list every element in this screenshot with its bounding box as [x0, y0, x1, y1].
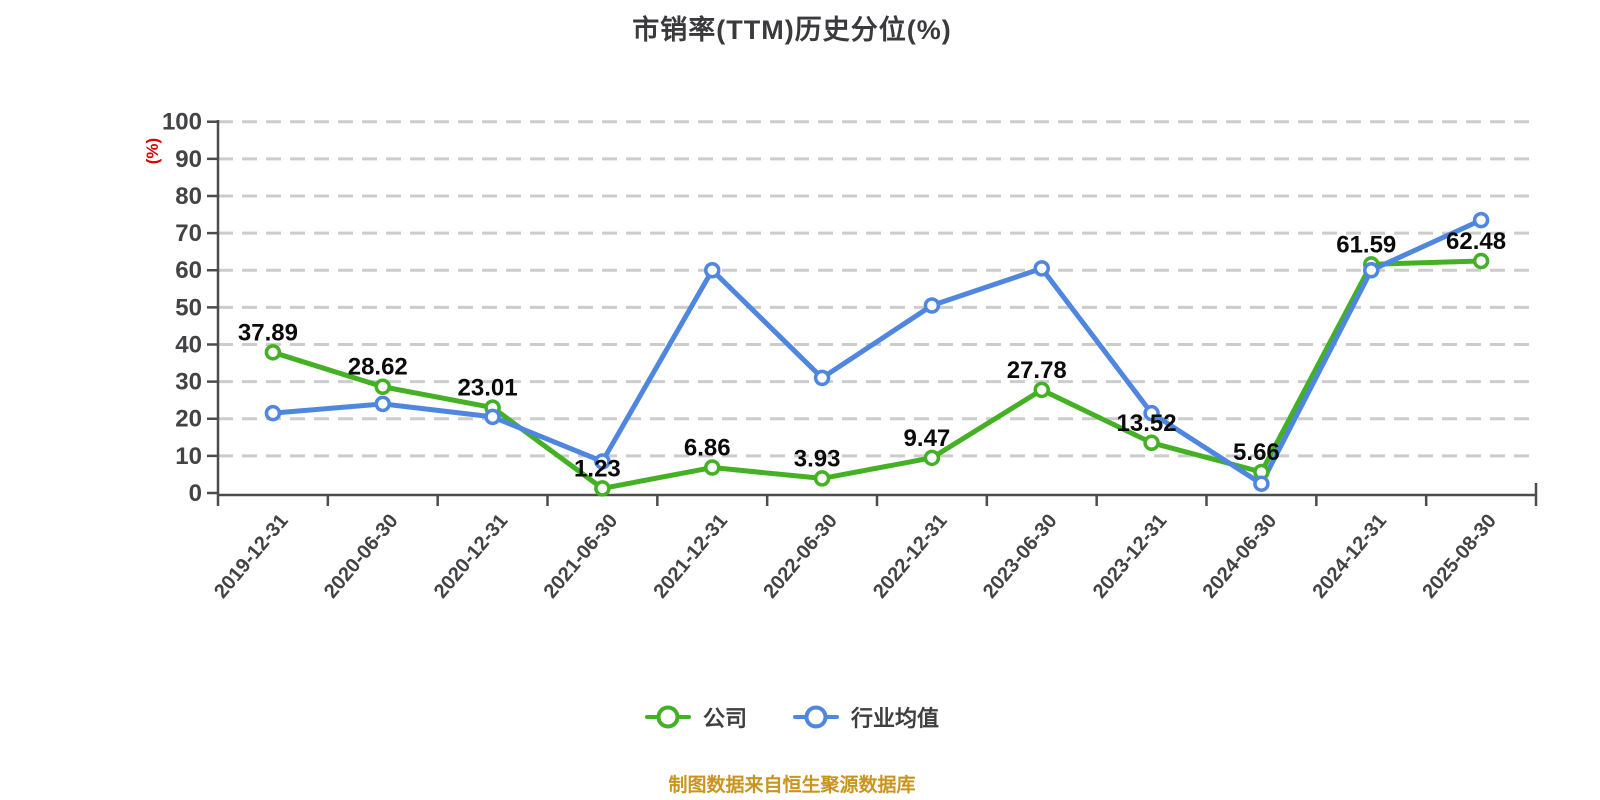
- series-line-company: [270, 258, 1484, 491]
- y-tick-label: 100: [162, 109, 202, 136]
- data-point-marker[interactable]: [813, 470, 831, 487]
- data-point-marker[interactable]: [1033, 260, 1050, 277]
- y-tick-label: 70: [175, 220, 202, 247]
- chart-title: 市销率(TTM)历史分位(%): [632, 15, 952, 45]
- data-point-marker[interactable]: [374, 395, 391, 413]
- data-point-label: 1.23: [574, 455, 621, 482]
- legend-item-industry-average[interactable]: 行业均值: [793, 701, 939, 733]
- data-point-marker[interactable]: [1472, 252, 1490, 270]
- series-line-industry-average: [270, 217, 1484, 487]
- y-tick-label: 20: [175, 406, 202, 433]
- x-tick-label: 2020-06-30: [320, 510, 403, 603]
- y-tick-label: 40: [175, 331, 202, 358]
- data-point-marker[interactable]: [594, 453, 611, 470]
- data-point-marker[interactable]: [1143, 404, 1160, 422]
- data-point-marker[interactable]: [923, 449, 941, 467]
- x-tick-label: 2021-12-31: [649, 510, 732, 603]
- data-point-marker[interactable]: [1033, 381, 1050, 399]
- x-tick-label: 2024-12-31: [1308, 510, 1391, 603]
- data-point-label: 27.78: [1007, 357, 1067, 384]
- data-point-marker[interactable]: [484, 408, 501, 426]
- data-point-label: 62.48: [1446, 228, 1506, 255]
- data-point-marker[interactable]: [374, 378, 391, 395]
- data-source-note: 制图数据来自恒生聚源数据库: [668, 775, 916, 796]
- data-point-marker[interactable]: [813, 369, 831, 387]
- y-tick-label: 10: [175, 443, 202, 470]
- x-tick-label: 2022-06-30: [759, 510, 842, 603]
- data-point-marker[interactable]: [1363, 261, 1380, 279]
- data-point-marker[interactable]: [704, 261, 721, 279]
- x-tick-label: 2021-06-30: [540, 510, 623, 603]
- data-point-label: 61.59: [1336, 231, 1396, 258]
- data-point-label: 3.93: [794, 445, 841, 472]
- x-tick-label: 2025-08-30: [1418, 510, 1501, 603]
- data-point-marker[interactable]: [1472, 211, 1490, 229]
- data-point-label: 23.01: [458, 375, 518, 402]
- data-point-label: 6.86: [684, 435, 731, 462]
- legend-label-company: 公司: [702, 706, 747, 731]
- x-tick-label: 2023-12-31: [1089, 510, 1172, 603]
- data-point-label: 5.66: [1233, 439, 1280, 466]
- data-point-marker[interactable]: [923, 297, 941, 314]
- legend-item-company[interactable]: 公司: [644, 701, 747, 733]
- data-point-marker[interactable]: [264, 404, 282, 422]
- x-tick-label: 2024-06-30: [1199, 510, 1282, 603]
- data-point-marker[interactable]: [704, 459, 721, 476]
- data-point-label: 13.52: [1117, 410, 1177, 437]
- data-point-marker[interactable]: [1143, 434, 1160, 452]
- x-tick-label: 2019-12-31: [210, 510, 293, 603]
- industry-average-series-marker-icon: [793, 704, 839, 730]
- y-tick-label: 60: [175, 257, 202, 284]
- data-point-label: 28.62: [348, 354, 408, 381]
- y-tick-label: 0: [189, 480, 202, 507]
- x-tick-label: 2020-12-31: [430, 510, 513, 603]
- y-tick-label: 80: [175, 183, 202, 210]
- data-point-marker[interactable]: [264, 344, 282, 361]
- data-point-marker[interactable]: [1253, 475, 1270, 492]
- data-point-label: 37.89: [238, 319, 298, 346]
- company-series-marker-icon: [644, 704, 691, 730]
- y-tick-label: 90: [175, 146, 202, 173]
- legend: 公司 行业均值: [0, 701, 1584, 733]
- data-point-marker[interactable]: [594, 480, 611, 497]
- x-tick-label: 2023-06-30: [979, 510, 1062, 603]
- y-tick-label: 30: [175, 369, 202, 396]
- x-tick-label: 2022-12-31: [869, 510, 952, 603]
- legend-label-industry-average: 行业均值: [851, 706, 940, 731]
- data-point-label: 9.47: [904, 425, 951, 452]
- y-tick-label: 50: [175, 294, 202, 321]
